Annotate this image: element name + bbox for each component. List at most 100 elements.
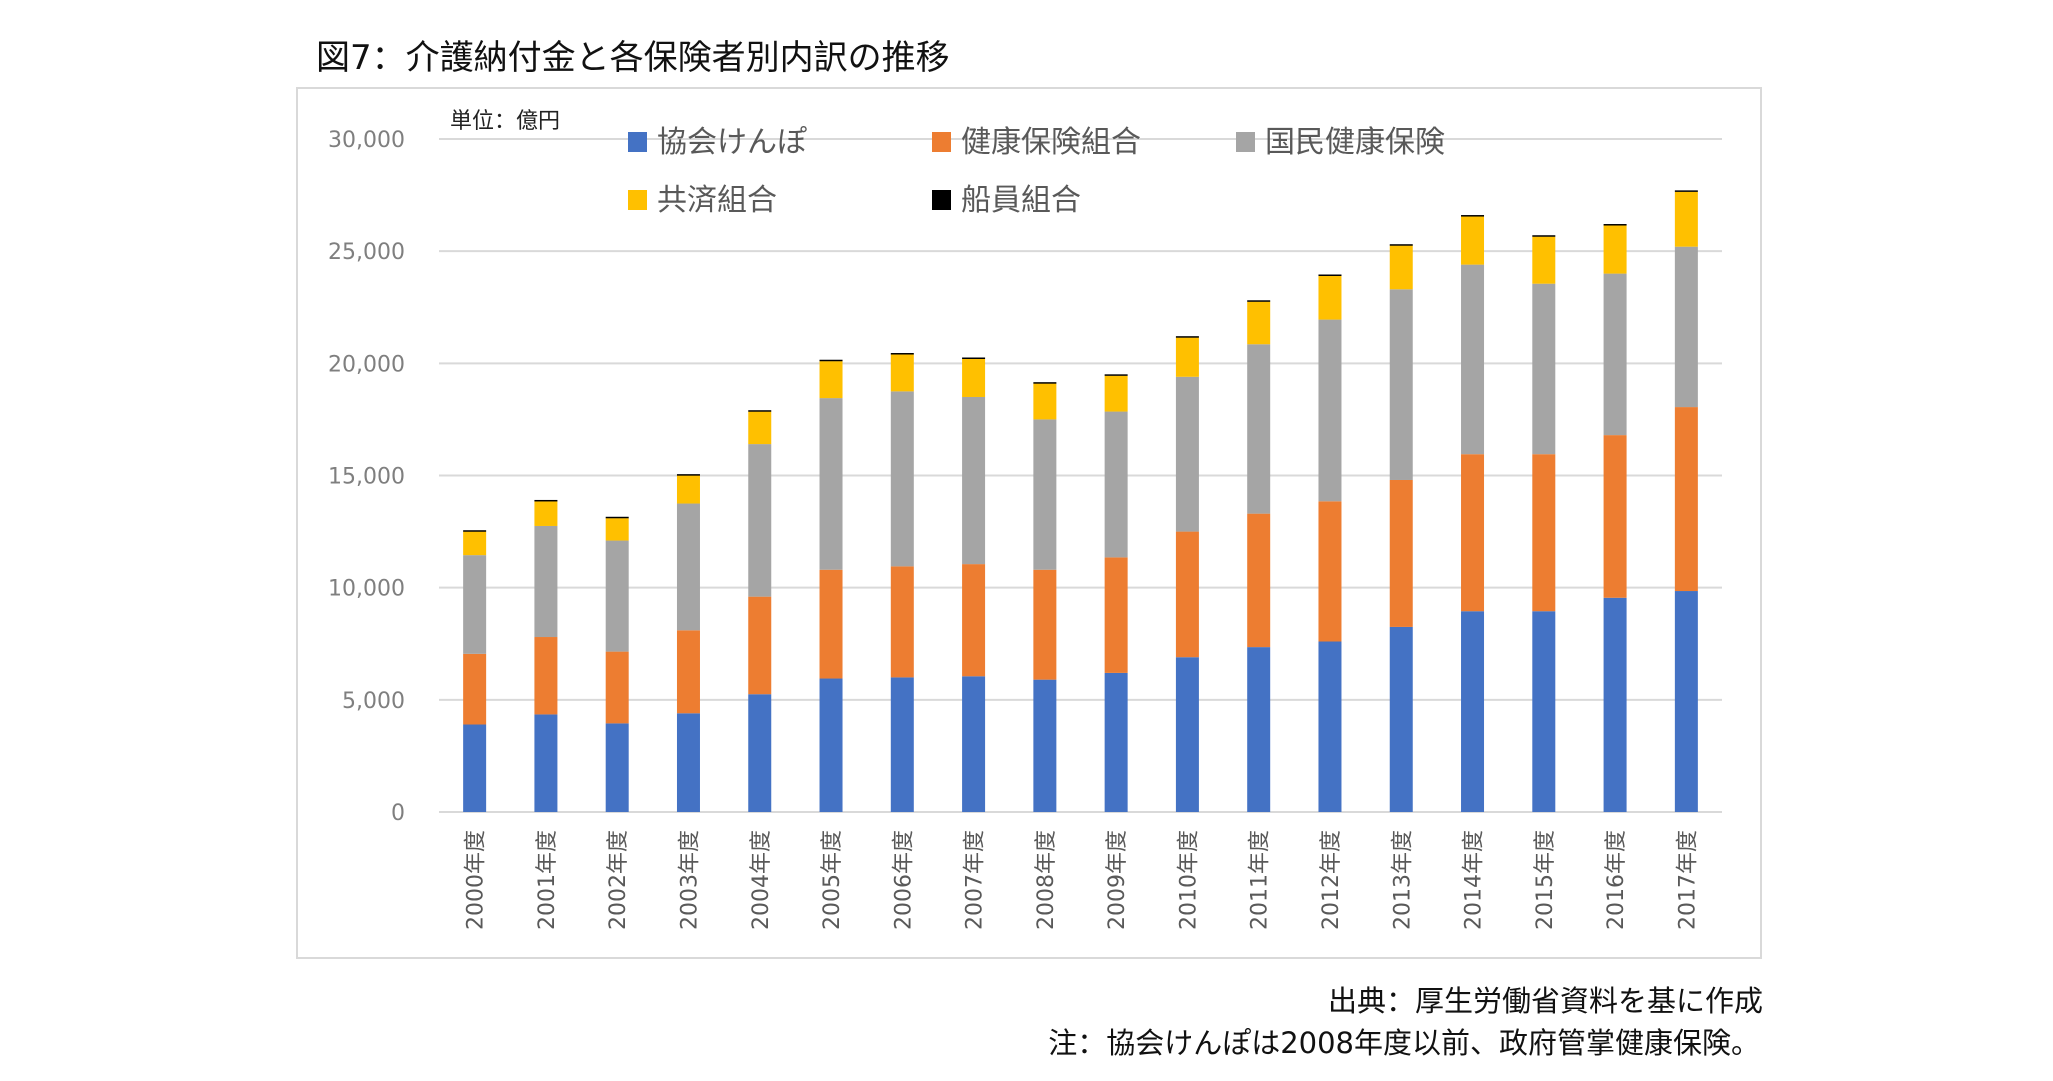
y-tick-label: 15,000 [328, 465, 405, 490]
bar-segment-協会けんぽ [1674, 591, 1698, 812]
bar-segment-国民健康保険 [1389, 289, 1413, 480]
bar-segment-船員組合 [1389, 244, 1413, 246]
bar-segment-健康保険組合 [1532, 454, 1556, 612]
bar-segment-国民健康保険 [1104, 411, 1128, 558]
bar-segment-協会けんぽ [1318, 641, 1342, 812]
x-tick-label: 2005年度 [820, 830, 845, 930]
bar-segment-共済組合 [819, 361, 843, 399]
x-tick-label: 2001年度 [535, 830, 560, 930]
bar-segment-国民健康保険 [1461, 264, 1485, 455]
bar-segment-共済組合 [962, 358, 986, 397]
bar-segment-共済組合 [1175, 337, 1199, 377]
legend-label: 国民健康保険 [1265, 125, 1445, 160]
bar-segment-船員組合 [890, 353, 914, 355]
bar-segment-船員組合 [534, 499, 558, 502]
x-tick-label: 2009年度 [1105, 830, 1130, 930]
y-tick-label: 5,000 [342, 689, 405, 714]
bar-segment-船員組合 [676, 474, 700, 476]
x-tick-label: 2004年度 [749, 830, 774, 930]
bar-segment-国民健康保険 [676, 503, 700, 631]
y-tick-label: 30,000 [328, 128, 405, 153]
bar-segment-国民健康保険 [748, 444, 772, 597]
bar-segment-船員組合 [1033, 382, 1057, 384]
bar-segment-共済組合 [1532, 236, 1556, 284]
x-tick-label: 2000年度 [464, 830, 489, 930]
bar-segment-協会けんぽ [1532, 611, 1556, 812]
bar-segment-共済組合 [1603, 225, 1627, 274]
bar-segment-国民健康保険 [1175, 376, 1199, 532]
bar-segment-協会けんぽ [1247, 647, 1271, 812]
bar-segment-協会けんぽ [534, 714, 558, 812]
legend-label: 共済組合 [657, 183, 777, 218]
bar-segment-国民健康保険 [605, 540, 629, 652]
legend-item-kyokai-kenpo: 協会けんぽ [628, 117, 807, 161]
legend-swatch-icon [628, 132, 647, 152]
bar-segment-健康保険組合 [1318, 501, 1342, 642]
gridlines [439, 138, 1722, 813]
bar-segment-共済組合 [1104, 375, 1128, 412]
bar-segment-健康保険組合 [1033, 569, 1057, 680]
legend-swatch-icon [932, 132, 951, 152]
bar-segment-健康保険組合 [748, 596, 772, 695]
bar-segment-共済組合 [1247, 301, 1271, 345]
bar-segment-協会けんぽ [962, 676, 986, 812]
bar-segment-健康保険組合 [962, 564, 986, 677]
x-tick-label: 2017年度 [1675, 830, 1700, 930]
legend-item-senin-kumiai: 船員組合 [932, 175, 1081, 219]
x-tick-label: 2006年度 [891, 830, 916, 930]
x-tick-label: 2015年度 [1533, 830, 1558, 930]
bar-segment-共済組合 [1461, 216, 1485, 265]
x-tick-label: 2008年度 [1034, 830, 1059, 930]
bar-segment-国民健康保険 [1603, 273, 1627, 436]
bar-segment-健康保険組合 [534, 637, 558, 715]
figure-title: 図7：介護納付金と各保険者別内訳の推移 [316, 38, 950, 78]
bar-segment-国民健康保険 [534, 525, 558, 638]
x-tick-label: 2014年度 [1462, 830, 1487, 930]
legend-label: 協会けんぽ [657, 125, 807, 160]
bar-segment-国民健康保険 [962, 396, 986, 565]
bar-segment-健康保険組合 [605, 651, 629, 724]
bar-segment-船員組合 [1247, 300, 1271, 302]
x-tick-label: 2011年度 [1248, 830, 1273, 930]
bar-segment-協会けんぽ [1461, 611, 1485, 812]
bar-segment-健康保険組合 [463, 653, 487, 725]
bars [463, 190, 1698, 812]
bar-segment-健康保険組合 [1389, 479, 1413, 627]
bar-segment-健康保険組合 [1247, 513, 1271, 648]
x-tick-label: 2002年度 [606, 830, 631, 930]
unit-label: 単位：億円 [450, 109, 561, 134]
legend-item-kokumin-kenko-hoken: 国民健康保険 [1236, 117, 1445, 161]
bar-segment-健康保険組合 [1175, 531, 1199, 658]
x-tick-label: 2010年度 [1176, 830, 1201, 930]
bar-segment-共済組合 [605, 518, 629, 541]
bar-segment-共済組合 [1389, 245, 1413, 290]
bar-segment-船員組合 [1104, 374, 1128, 376]
bar-segment-共済組合 [890, 354, 914, 392]
bar-segment-共済組合 [1033, 383, 1057, 420]
bar-segment-船員組合 [1532, 235, 1556, 237]
y-tick-label: 20,000 [328, 352, 405, 377]
bar-segment-協会けんぽ [676, 713, 700, 812]
bar-segment-協会けんぽ [890, 677, 914, 812]
x-tick-label: 2003年度 [677, 830, 702, 930]
bar-segment-協会けんぽ [1389, 626, 1413, 812]
x-tick-label: 2016年度 [1604, 830, 1629, 930]
legend-swatch-icon [932, 190, 951, 210]
bar-segment-健康保険組合 [819, 569, 843, 679]
legend-item-kenko-hoken-kumiai: 健康保険組合 [932, 117, 1141, 161]
x-tick-label: 2012年度 [1319, 830, 1344, 930]
legend-swatch-icon [1236, 132, 1255, 152]
bar-segment-健康保険組合 [1603, 435, 1627, 598]
bar-segment-船員組合 [1603, 224, 1627, 226]
y-tick-label: 0 [391, 801, 405, 826]
bar-segment-船員組合 [1318, 274, 1342, 276]
bar-segment-船員組合 [1461, 215, 1485, 217]
x-tick-label: 2007年度 [963, 830, 988, 930]
y-axis-ticks: 0 5,000 10,000 15,000 20,000 25,000 30,000 [328, 128, 405, 826]
bar-segment-国民健康保険 [463, 555, 487, 654]
bar-segment-協会けんぽ [1104, 672, 1128, 812]
legend-swatch-icon [628, 190, 647, 210]
legend-label: 健康保険組合 [961, 125, 1141, 160]
bar-segment-協会けんぽ [463, 724, 487, 812]
